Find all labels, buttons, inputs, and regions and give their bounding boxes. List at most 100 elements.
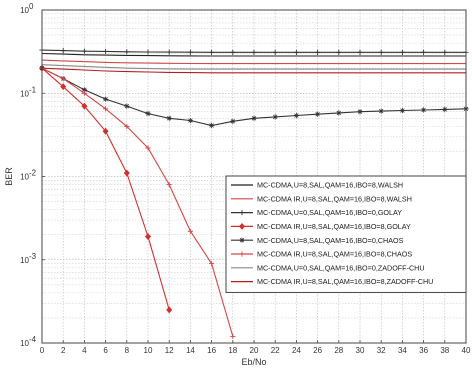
x-tick-label: 8 — [125, 346, 130, 355]
data-point — [81, 102, 88, 110]
x-axis-label: Eb/No — [241, 357, 266, 367]
data-point — [230, 333, 236, 340]
legend-label: MC-CDMA IR,U=8,SAL,QAM=16,IBO=8,WALSH — [257, 194, 412, 203]
legend-entry: MC-CDMA IR,U=8,SAL,QAM=16,IBO=8,GOLAY — [231, 222, 411, 231]
x-tick-label: 34 — [398, 346, 407, 355]
legend: MC-CDMA,U=8,SAL,QAM=16,IBO=8,WALSH MC-CDM… — [225, 175, 467, 293]
data-point — [230, 118, 236, 124]
data-point — [103, 96, 109, 102]
legend-entry: MC-CDMA IR,U=8,SAL,QAM=16,IBO=8,WALSH — [231, 194, 412, 203]
data-point — [442, 49, 448, 55]
data-point — [187, 49, 193, 55]
data-point — [81, 48, 87, 54]
legend-box — [225, 175, 467, 293]
data-point — [166, 306, 173, 314]
data-point — [421, 49, 427, 55]
data-point — [336, 110, 342, 116]
data-point — [399, 49, 405, 55]
y-tick-exponent: 0 — [29, 2, 34, 11]
series-3 — [39, 47, 469, 55]
y-tick-exponent: -1 — [29, 85, 37, 94]
x-tick-label: 12 — [165, 346, 174, 355]
data-point — [209, 49, 215, 55]
data-point — [315, 49, 321, 55]
data-point — [272, 49, 278, 55]
series-2 — [41, 59, 466, 65]
x-tick-label: 38 — [440, 346, 449, 355]
data-point — [315, 111, 321, 117]
data-point — [60, 75, 66, 82]
data-point — [442, 106, 448, 112]
legend-entry: MC-CDMA,U=0,SAL,QAM=16,IBO=0,GOLAY — [231, 208, 402, 217]
x-tick-label: 10 — [144, 346, 153, 355]
series-line — [41, 64, 466, 70]
y-tick-exponent: -3 — [29, 252, 37, 261]
data-point — [81, 87, 87, 93]
series-line — [41, 59, 466, 65]
legend-entry: MC-CDMA IR,U=8,SAL,QAM=16,IBO=8,ZADOFF-C… — [231, 277, 433, 286]
legend-label: MC-CDMA IR,U=8,SAL,QAM=16,IBO=8,ZADOFF-C… — [257, 277, 433, 286]
legend-label: MC-CDMA,U=0,SAL,QAM=16,IBO=0,GOLAY — [257, 208, 402, 217]
legend-label: MC-CDMA,U=8,SAL,QAM=16,IBO=0,CHAOS — [257, 236, 404, 245]
x-tick-label: 32 — [377, 346, 386, 355]
x-tick-label: 0 — [40, 346, 45, 355]
x-tick-label: 28 — [334, 346, 343, 355]
data-point — [293, 112, 299, 119]
x-tick-label: 36 — [419, 346, 428, 355]
data-point — [209, 260, 215, 267]
data-point — [251, 115, 257, 121]
y-tick-exponent: -4 — [29, 335, 37, 344]
data-point — [145, 233, 151, 241]
legend-label: MC-CDMA IR,U=8,SAL,QAM=16,IBO=8,GOLAY — [257, 222, 411, 231]
data-point — [293, 49, 299, 55]
y-tick-label: 10 — [20, 339, 29, 348]
data-point — [209, 122, 215, 129]
data-point — [239, 237, 245, 243]
x-tick-label: 14 — [186, 346, 195, 355]
data-point — [357, 49, 363, 55]
y-tick-label: 10 — [20, 89, 29, 98]
legend-label: MC-CDMA,U=0,SAL,QAM=16,IBO=0,ZADOFF-CHU — [257, 263, 425, 272]
series-line — [41, 52, 466, 57]
data-point — [81, 90, 87, 96]
legend-label: MC-CDMA IR,U=8,SAL,QAM=16,IBO=8,CHAOS — [257, 250, 412, 259]
y-axis-label: BER — [4, 167, 14, 186]
data-point — [272, 114, 278, 120]
series-line — [41, 67, 466, 74]
data-point — [145, 49, 151, 55]
x-tick-label: 20 — [250, 346, 259, 355]
x-tick-label: 2 — [61, 346, 66, 355]
x-tick-label: 22 — [271, 346, 280, 355]
data-point — [399, 107, 405, 114]
data-point — [378, 49, 384, 55]
series-layer — [39, 47, 469, 340]
x-tick-label: 24 — [292, 346, 301, 355]
data-point — [103, 48, 109, 55]
data-point — [124, 49, 130, 55]
data-point — [123, 169, 130, 177]
y-tick-label: 10 — [20, 6, 29, 15]
data-point — [230, 49, 236, 55]
series-7 — [41, 64, 466, 70]
data-point — [166, 49, 172, 55]
data-point — [378, 108, 384, 114]
data-point — [166, 181, 172, 188]
data-point — [124, 123, 130, 129]
x-tick-label: 18 — [228, 346, 237, 355]
data-point — [239, 210, 245, 216]
data-point — [336, 49, 342, 55]
data-point — [145, 110, 151, 117]
data-point — [166, 115, 172, 121]
y-tick-label: 10 — [20, 173, 29, 182]
data-point — [187, 228, 193, 234]
legend-entry: MC-CDMA,U=8,SAL,QAM=16,IBO=8,WALSH — [231, 181, 403, 190]
series-line — [41, 67, 234, 337]
x-tick-label: 4 — [82, 346, 87, 355]
data-point — [60, 48, 66, 54]
data-point — [421, 107, 427, 113]
legend-label: MC-CDMA,U=8,SAL,QAM=16,IBO=8,WALSH — [257, 181, 403, 190]
legend-entry: MC-CDMA,U=8,SAL,QAM=16,IBO=0,CHAOS — [231, 236, 404, 245]
data-point — [145, 145, 151, 151]
x-tick-labels: 0 2 4 6 8 10 12 14 16 18 20 22 24 26 28 30 32 34 36 38 40 — [40, 340, 471, 355]
